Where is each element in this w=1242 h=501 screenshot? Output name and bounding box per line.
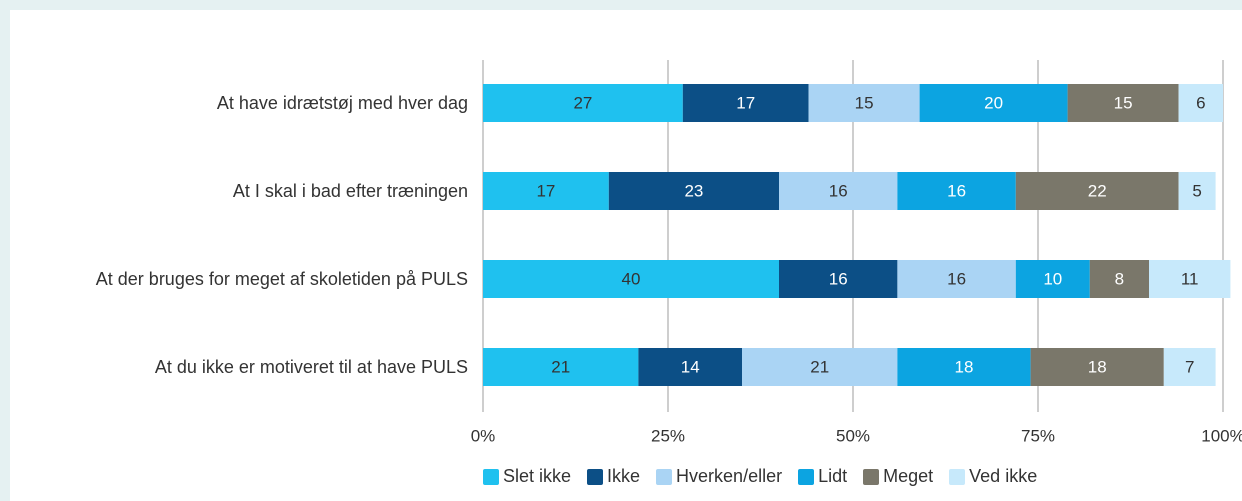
bar-segment [1149,260,1231,298]
x-tick-label: 50% [836,426,870,445]
legend-label: Lidt [818,466,848,486]
value-label: 15 [1114,93,1133,112]
value-label: 23 [684,181,703,200]
value-label: 17 [536,181,555,200]
x-tick-label: 25% [651,426,685,445]
legend-label: Meget [883,466,934,486]
value-label: 27 [573,93,592,112]
value-label: 14 [681,357,700,376]
value-label: 8 [1115,269,1124,288]
category-label: At have idrætstøj med hver dag [216,93,468,113]
legend-label: Ikke [607,466,641,486]
value-label: 17 [736,93,755,112]
category-label: At der bruges for meget af skoletiden på… [95,269,468,289]
category-label: At du ikke er motiveret til at have PULS [154,357,468,377]
value-label: 16 [947,269,966,288]
value-label: 16 [829,269,848,288]
x-tick-label: 0% [471,426,496,445]
legend-item: Hverken/eller [656,466,782,487]
value-label: 15 [855,93,874,112]
x-tick-label: 100% [1201,426,1242,445]
bar-segment [1178,172,1216,210]
legend-swatch [798,468,815,485]
bar-segment [897,348,1031,386]
value-label: 16 [947,181,966,200]
bar-segment [1067,84,1179,122]
bar-segment [483,348,639,386]
legend-item: Slet ikke [483,466,571,487]
value-label: 21 [551,357,570,376]
bar-segment [897,260,1016,298]
legend-label: Ved ikke [969,466,1038,486]
legend-item: Ikke [587,466,640,487]
bar-segment [1178,84,1223,122]
value-label: 22 [1088,181,1107,200]
panel [10,10,1242,501]
bar-segment [483,84,683,122]
legend-item: Lidt [798,466,847,487]
value-label: 7 [1185,357,1194,376]
value-label: 21 [810,357,829,376]
legend-label: Hverken/eller [676,466,783,486]
legend: Slet ikke Ikke Hverken/eller Lidt Meget Ved i… [483,466,1037,487]
value-label: 16 [829,181,848,200]
bar-segment [682,84,809,122]
value-label: 40 [622,269,641,288]
bar-segment [483,260,779,298]
legend-item: Meget [863,466,933,487]
value-label: 5 [1192,181,1201,200]
value-label: 6 [1196,93,1205,112]
bar-segment [742,348,898,386]
bar-segment [638,348,742,386]
bar-segment [608,172,779,210]
bar-segment [1015,260,1090,298]
bar-segment [779,260,898,298]
value-label: 18 [955,357,974,376]
legend-label: Slet ikke [503,466,572,486]
bar-segment [1030,348,1164,386]
x-tick-label: 75% [1021,426,1055,445]
bar-segment [1015,172,1179,210]
bar-segment [897,172,1016,210]
value-label: 20 [984,93,1003,112]
bar-segment [1089,260,1149,298]
legend-swatch [483,468,499,485]
value-label: 18 [1088,357,1107,376]
legend-swatch [863,468,880,485]
legend-swatch [656,468,673,485]
bar-segment [808,84,920,122]
bar-segment [779,172,898,210]
bar-segment [1163,348,1216,386]
legend-swatch [587,468,604,485]
value-label: 10 [1043,269,1062,288]
bar-segment [919,84,1068,122]
value-label: 11 [1181,269,1199,288]
bar-segment [483,172,609,210]
legend-item: Ved ikke [949,466,1037,487]
legend-swatch [949,468,966,485]
category-label: At I skal i bad efter træningen [232,181,468,201]
